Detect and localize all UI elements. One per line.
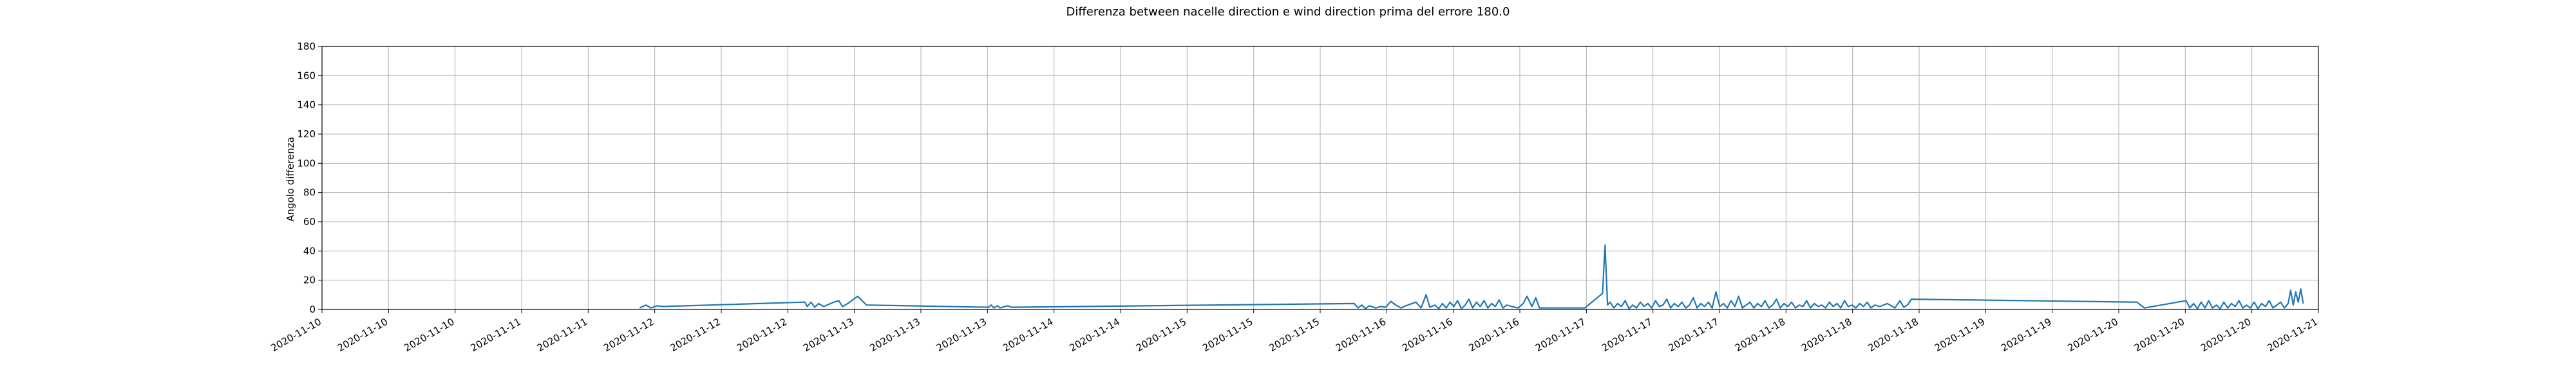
series-layer (639, 244, 2304, 309)
y-tick-label: 80 (303, 187, 316, 199)
y-tick-label: 40 (303, 245, 316, 257)
y-tick-label: 120 (297, 128, 316, 140)
y-axis-label: Angolo differenza (285, 137, 296, 221)
y-tick-label: 60 (303, 216, 316, 228)
grid-lines (321, 46, 2319, 310)
y-tick-label: 100 (297, 157, 316, 169)
chart-title: Differenza between nacelle direction e w… (1066, 5, 1510, 19)
y-axis-ticks: 0 20 40 60 80 100 120 140 160 180 (297, 41, 322, 315)
y-tick-label: 0 (309, 304, 316, 315)
series-line (639, 244, 2304, 309)
y-tick-label: 140 (297, 99, 316, 111)
y-tick-label: 180 (297, 41, 316, 52)
y-tick-label: 160 (297, 70, 316, 81)
y-tick-label: 20 (303, 275, 316, 286)
